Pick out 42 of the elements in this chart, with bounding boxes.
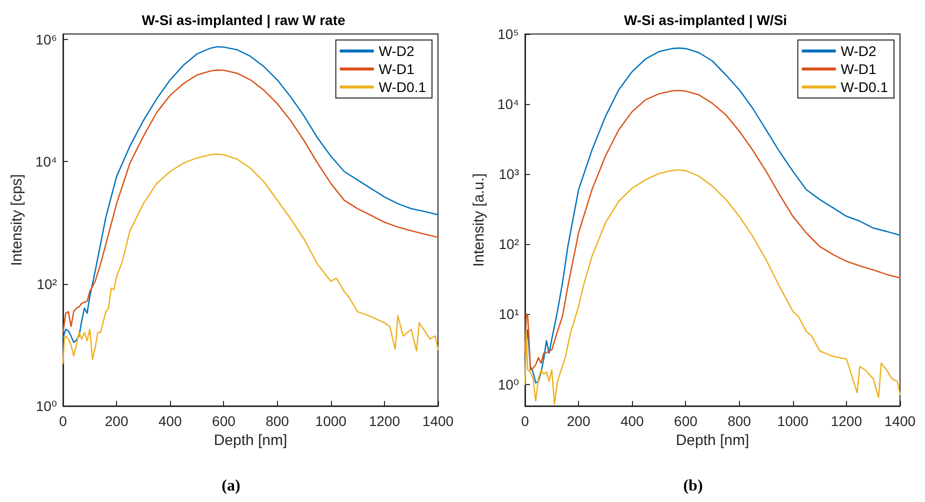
y-tick-label: 10¹ xyxy=(498,306,520,322)
x-tick-label: 200 xyxy=(566,413,590,429)
legend-label: W-D1 xyxy=(378,61,415,77)
legend-label: W-D0.1 xyxy=(378,79,426,95)
x-tick-label: 0 xyxy=(59,413,68,429)
y-tick-label: 10² xyxy=(36,276,58,292)
y-tick-label: 10³ xyxy=(498,166,520,182)
x-tick-label: 800 xyxy=(266,413,290,429)
x-tick-label: 400 xyxy=(158,413,182,429)
y-tick-label: 10⁴ xyxy=(35,154,57,170)
x-axis-title: Depth [nm] xyxy=(214,432,288,449)
x-tick-label: 600 xyxy=(674,413,698,429)
y-tick-label: 10⁵ xyxy=(498,26,519,42)
x-tick-label: 1200 xyxy=(368,413,400,429)
y-tick-label: 10⁰ xyxy=(498,376,520,392)
text: (a) xyxy=(222,478,240,494)
x-tick-label: 1000 xyxy=(315,413,347,429)
chart-title: W-Si as-implanted | raw W rate xyxy=(142,12,346,29)
legend-label: W-D1 xyxy=(840,61,877,77)
x-tick-label: 0 xyxy=(521,413,530,429)
x-tick-label: 600 xyxy=(212,413,236,429)
y-tick-label: 10⁴ xyxy=(497,96,519,112)
x-tick-label: 1000 xyxy=(777,413,809,429)
y-tick-label: 10⁰ xyxy=(36,398,58,414)
legend-label: W-D2 xyxy=(840,43,877,59)
x-tick-label: 1400 xyxy=(422,413,454,429)
line-series xyxy=(62,153,439,364)
text: (b) xyxy=(683,478,703,494)
x-tick-label: 1400 xyxy=(884,413,916,429)
y-tick-label: 10⁶ xyxy=(36,31,57,48)
x-tick-label: 1200 xyxy=(830,413,862,429)
y-axis-title: Intensity [cps] xyxy=(8,174,26,266)
legend-label: W-D2 xyxy=(378,43,415,59)
y-axis-title: Intensity [a.u.] xyxy=(470,173,488,267)
x-axis-title: Depth [nm] xyxy=(676,432,750,449)
y-tick-label: 10² xyxy=(498,236,520,252)
x-tick-label: 400 xyxy=(620,413,644,429)
x-tick-label: 200 xyxy=(104,413,128,429)
x-tick-label: 800 xyxy=(728,413,752,429)
line-series xyxy=(524,47,901,384)
chart-title: W-Si as-implanted | W/Si xyxy=(624,12,788,29)
legend-label: W-D0.1 xyxy=(840,79,888,95)
